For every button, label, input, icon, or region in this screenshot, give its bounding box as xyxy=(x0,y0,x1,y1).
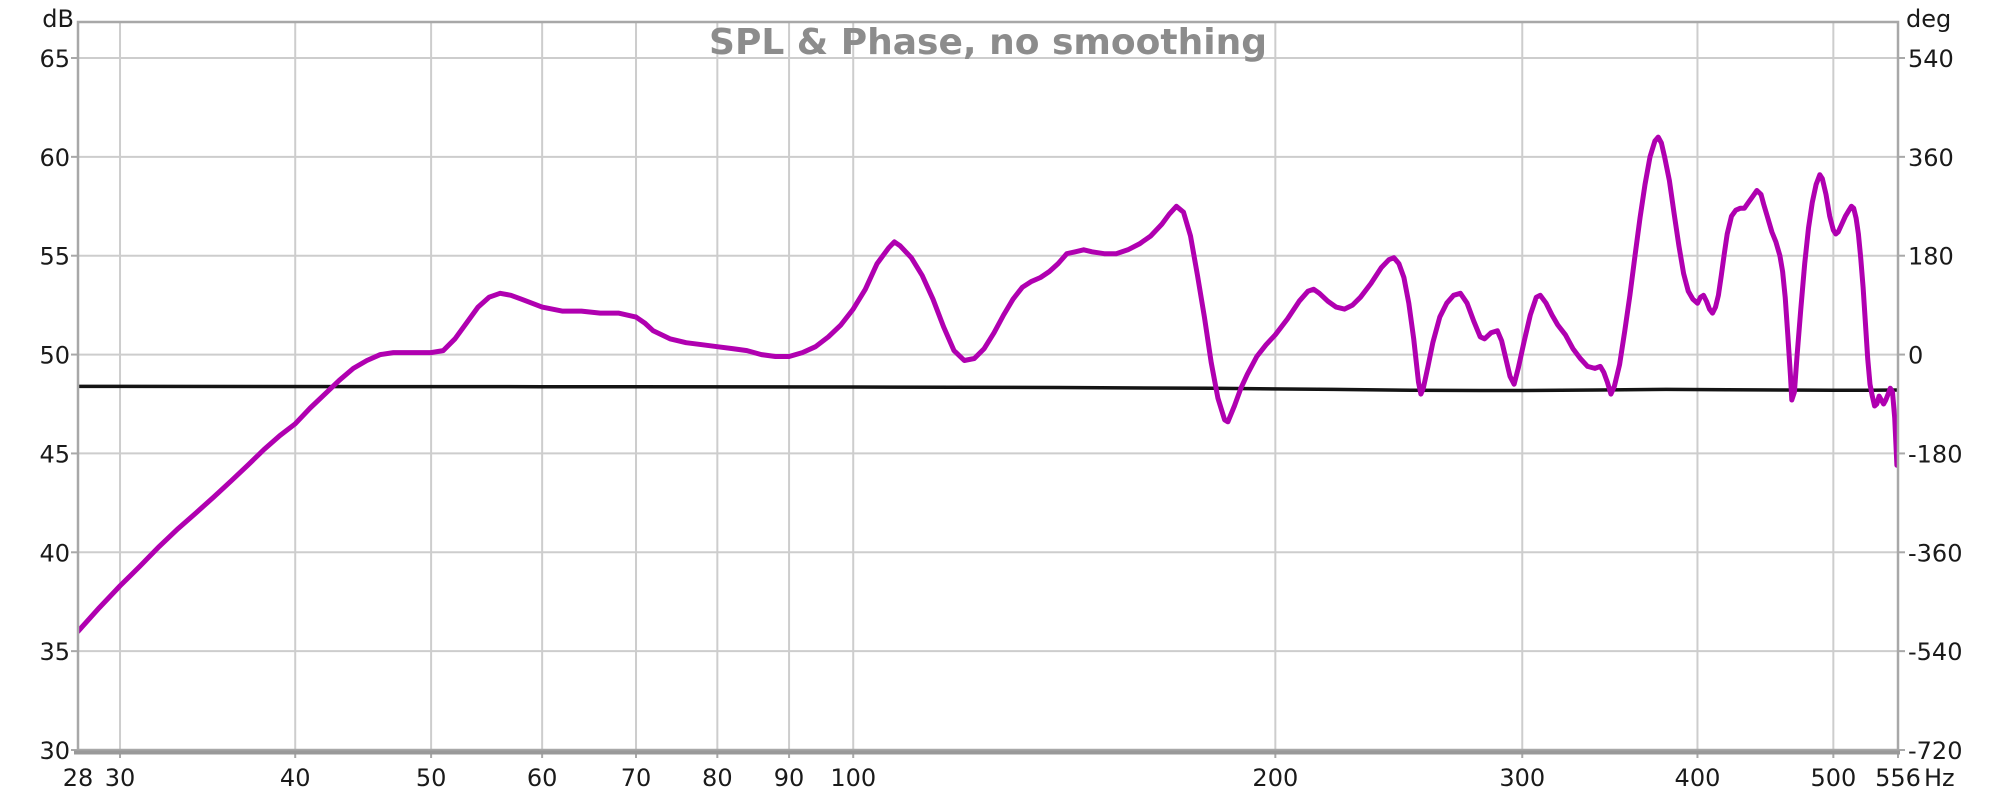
left-tick-label: 60 xyxy=(39,144,70,172)
left-tick-label: 30 xyxy=(39,737,70,765)
right-tick-label: 180 xyxy=(1908,243,1954,271)
right-tick-label: -180 xyxy=(1908,440,1962,468)
right-tick-label: -720 xyxy=(1908,737,1962,765)
plot-border xyxy=(74,20,1900,755)
left-tick-label: 50 xyxy=(39,342,70,370)
x-tick-label: 500 xyxy=(1810,764,1856,792)
right-tick-label: -540 xyxy=(1908,638,1962,666)
axis-ticks xyxy=(71,57,1905,758)
left-axis-unit-label: dB xyxy=(42,5,74,33)
x-tick-label: 50 xyxy=(416,764,447,792)
left-tick-label: 40 xyxy=(39,539,70,567)
left-tick-label: 65 xyxy=(39,45,70,73)
x-axis-unit-label: Hz xyxy=(1924,764,1955,792)
x-tick-label: 90 xyxy=(774,764,805,792)
left-tick-label: 35 xyxy=(39,638,70,666)
left-tick-label: 45 xyxy=(39,440,70,468)
x-tick-label: 200 xyxy=(1252,764,1298,792)
x-tick-label: 300 xyxy=(1499,764,1545,792)
x-tick-label: 60 xyxy=(527,764,558,792)
x-tick-label: 556 xyxy=(1875,764,1921,792)
right-tick-label: 360 xyxy=(1908,144,1954,172)
right-tick-label: 540 xyxy=(1908,45,1954,73)
x-tick-label: 40 xyxy=(280,764,311,792)
phase-curve xyxy=(78,384,1898,393)
spl-curve xyxy=(78,134,1898,634)
x-tick-label: 400 xyxy=(1675,764,1721,792)
left-tick-label: 55 xyxy=(39,243,70,271)
right-axis-unit-label: deg xyxy=(1906,5,1951,33)
right-tick-label: -360 xyxy=(1908,539,1962,567)
x-tick-label: 30 xyxy=(105,764,136,792)
curves xyxy=(78,134,1898,634)
x-tick-label: 28 xyxy=(63,764,94,792)
x-tick-label: 100 xyxy=(830,764,876,792)
x-tick-label: 70 xyxy=(621,764,652,792)
right-tick-label: 0 xyxy=(1908,342,1923,370)
x-tick-label: 80 xyxy=(702,764,733,792)
plot-border-rect xyxy=(76,20,1900,752)
chart-title: SPL & Phase, no smoothing xyxy=(709,22,1267,63)
